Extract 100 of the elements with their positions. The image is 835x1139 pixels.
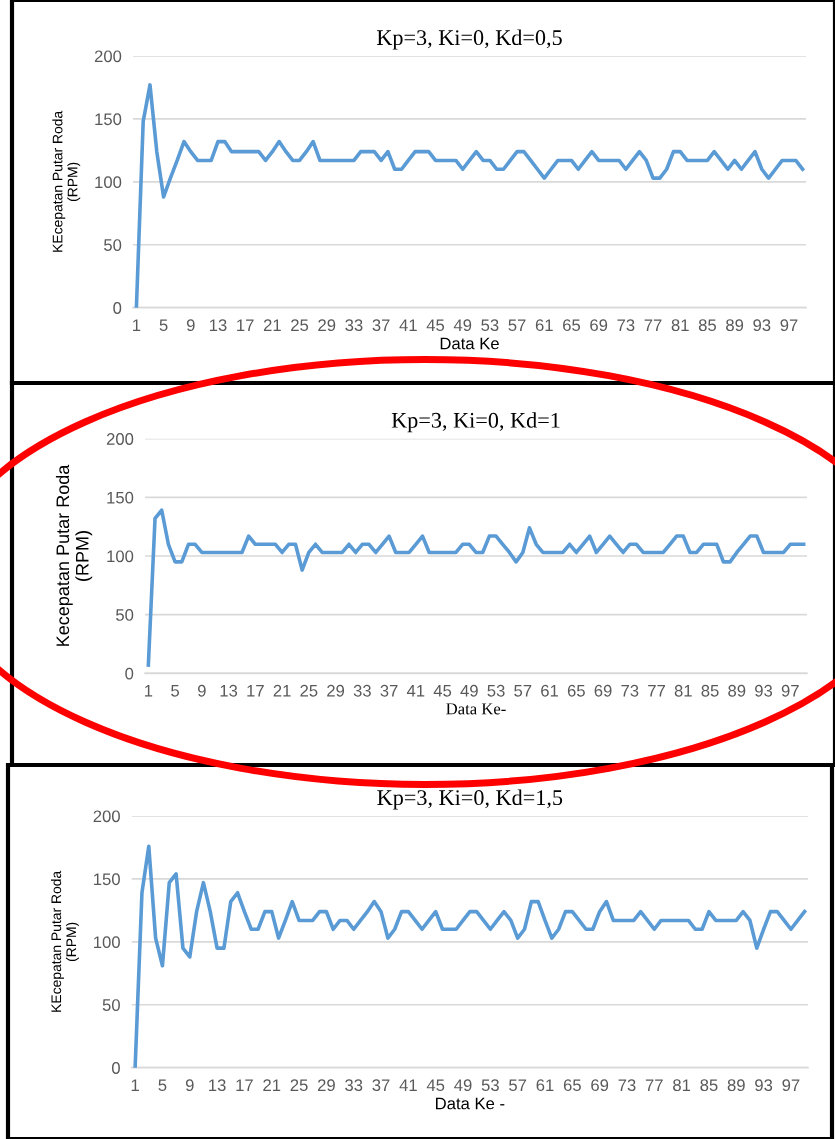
x-tick-label: 17 (237, 319, 254, 331)
y-tick-label: 100 (107, 550, 134, 563)
x-tick-label: 21 (273, 684, 291, 697)
y-tick-label: 150 (107, 491, 134, 504)
x-tick-label: 9 (186, 319, 195, 332)
x-tick-label: 45 (433, 685, 452, 697)
x-tick-label: 89 (727, 1079, 745, 1092)
x-tick-label: 61 (536, 1079, 554, 1092)
x-tick-label: 41 (406, 685, 425, 697)
x-tick-label: 69 (594, 684, 612, 697)
y-tick-label: 200 (93, 810, 120, 823)
y-tick-label: 50 (102, 999, 120, 1011)
x-tick-label: 97 (782, 1079, 800, 1092)
x-tick-label: 41 (399, 1079, 417, 1091)
x-tick-label: 25 (291, 319, 309, 332)
x-tick-label: 29 (317, 1079, 335, 1092)
x-tick-label: 77 (648, 685, 665, 697)
y-axis-title: KEcepatan Putar Roda (RPM) (50, 870, 79, 1012)
x-tick-label: 65 (567, 684, 585, 697)
x-tick-label: 9 (185, 1079, 194, 1092)
x-tick-label: 25 (300, 684, 318, 697)
x-tick-label: 17 (236, 1079, 253, 1091)
x-tick-label: 5 (171, 685, 180, 697)
x-tick-label: 85 (698, 319, 716, 332)
x-tick-label: 21 (263, 1079, 281, 1091)
x-tick-label: 69 (590, 319, 608, 332)
x-tick-label: 49 (454, 1079, 472, 1092)
y-tick-label: 50 (116, 609, 134, 621)
x-tick-label: 49 (460, 684, 478, 697)
y-tick-label: 50 (104, 239, 122, 251)
x-tick-label: 89 (726, 319, 744, 332)
x-tick-label: 61 (535, 319, 553, 332)
x-tick-label: 65 (563, 1079, 581, 1092)
x-tick-label: 85 (700, 1079, 718, 1092)
x-tick-label: 81 (673, 1079, 691, 1092)
x-tick-label: 93 (755, 1079, 773, 1092)
y-tick-label: 100 (94, 936, 120, 949)
x-tick-label: 93 (753, 319, 771, 332)
x-tick-label: 13 (209, 319, 227, 332)
x-tick-label: 73 (617, 319, 635, 332)
x-tick-label: 81 (674, 684, 692, 697)
y-tick-label: 150 (94, 873, 120, 886)
x-tick-label: 1 (144, 685, 153, 697)
x-tick-label: 33 (353, 684, 371, 697)
x-tick-label: 45 (426, 319, 445, 332)
x-tick-label: 85 (701, 684, 719, 697)
x-tick-label: 29 (318, 319, 336, 332)
x-tick-label: 57 (509, 1079, 527, 1092)
x-axis-title: Data Ke (440, 337, 499, 350)
x-tick-label: 57 (514, 685, 532, 697)
x-tick-label: 37 (372, 319, 390, 332)
x-tick-label: 37 (372, 1079, 390, 1092)
x-tick-label: 73 (618, 1079, 636, 1092)
x-tick-label: 53 (481, 319, 499, 332)
y-tick-label: 0 (125, 667, 134, 680)
x-tick-label: 93 (755, 684, 773, 697)
y-tick-label: 200 (94, 50, 122, 63)
y-tick-label: 150 (95, 113, 122, 126)
x-tick-label: 37 (380, 684, 398, 697)
x-tick-label: 13 (220, 684, 238, 697)
x-tick-label: 13 (209, 1079, 226, 1092)
line-series (133, 844, 807, 1068)
x-tick-label: 33 (345, 1079, 363, 1092)
x-axis-title: Data Ke - (436, 1097, 505, 1110)
x-tick-label: 77 (645, 1079, 663, 1091)
x-tick-label: 1 (131, 1079, 139, 1091)
x-tick-label: 21 (263, 319, 281, 331)
x-tick-label: 5 (158, 1079, 167, 1092)
x-tick-label: 9 (197, 684, 206, 697)
y-tick-label: 0 (113, 302, 122, 314)
line-series (146, 508, 806, 667)
x-tick-label: 33 (345, 319, 363, 332)
x-tick-label: 17 (247, 685, 264, 697)
line-series (134, 83, 805, 308)
x-tick-label: 53 (487, 684, 505, 697)
chart-title: Kp=3, Ki=0, Kd=1,5 (377, 789, 563, 810)
x-tick-label: 57 (508, 319, 526, 332)
x-tick-label: 97 (780, 319, 798, 332)
x-tick-label: 81 (671, 319, 689, 332)
x-tick-label: 1 (133, 319, 141, 331)
x-tick-label: 89 (728, 684, 746, 697)
x-tick-label: 73 (621, 684, 639, 697)
x-tick-label: 25 (290, 1079, 308, 1092)
x-tick-label: 69 (591, 1079, 609, 1092)
x-tick-label: 49 (453, 319, 472, 332)
x-tick-label: 65 (563, 319, 581, 332)
chart-title: Kp=3, Ki=0, Kd=0,5 (376, 29, 562, 50)
x-tick-label: 41 (399, 319, 417, 331)
x-tick-label: 97 (781, 684, 799, 697)
y-tick-label: 100 (95, 176, 122, 189)
x-tick-label: 29 (327, 684, 345, 697)
chart-title: Kp=3, Ki=0, Kd=1 (391, 412, 560, 433)
x-tick-label: 77 (644, 319, 662, 331)
y-axis-title: Kecepatan Putar Roda (RPM) (55, 464, 93, 646)
x-tick-label: 5 (159, 319, 168, 332)
x-tick-label: 61 (541, 684, 559, 697)
y-axis-title: KEcepatan Putar Roda (RPM) (52, 110, 81, 252)
x-tick-label: 45 (426, 1079, 445, 1092)
y-tick-label: 0 (111, 1062, 120, 1074)
x-tick-label: 53 (481, 1079, 499, 1092)
